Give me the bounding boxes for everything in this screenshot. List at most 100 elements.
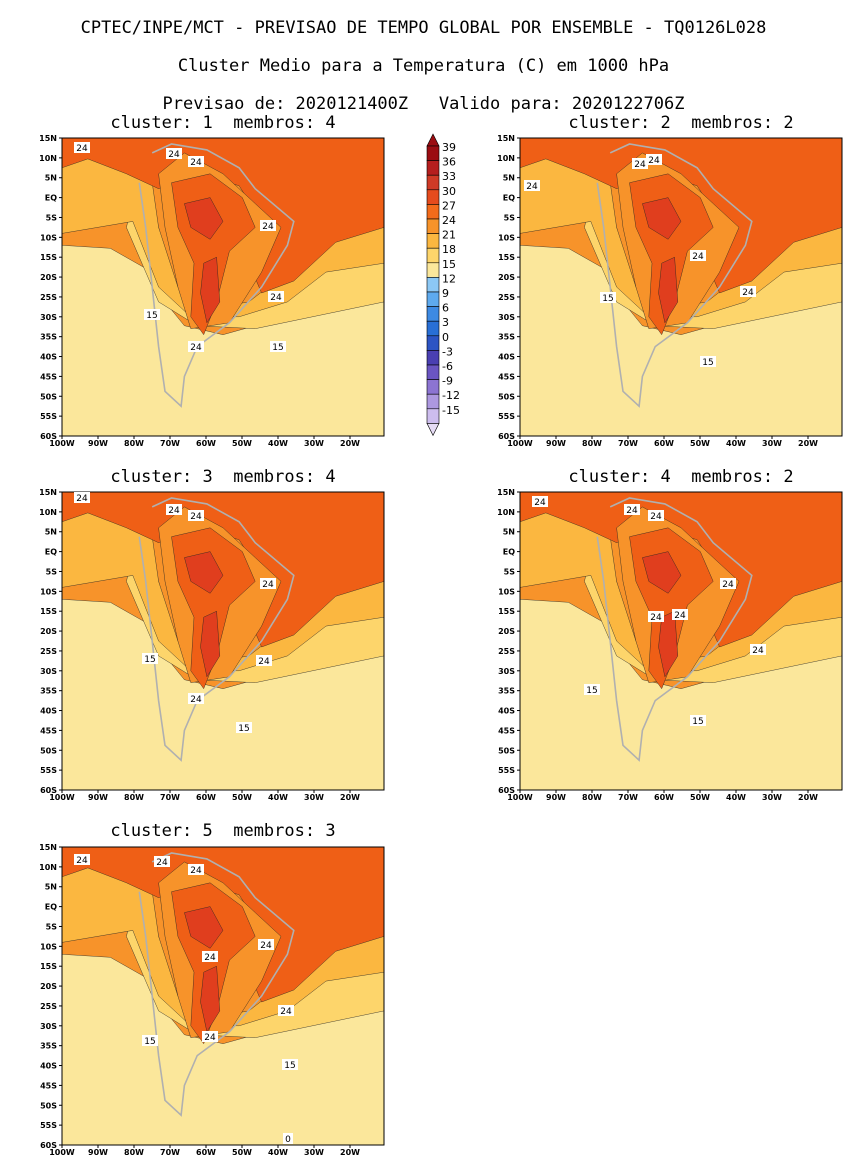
lat-label: 5N [45, 528, 57, 537]
map-frame [61, 137, 385, 437]
lat-label: 5N [503, 528, 515, 537]
contour-label-bg [144, 309, 160, 320]
lat-label: 45S [40, 1081, 57, 1090]
colorbar-swatch [426, 335, 440, 351]
lon-label: 20W [798, 793, 818, 802]
lat-label: 5N [45, 883, 57, 892]
colorbar-swatch [426, 277, 440, 293]
colorbar-label: 30 [442, 185, 456, 198]
lat-label: 15N [39, 488, 57, 497]
lon-label: 60W [196, 793, 216, 802]
lon-label: 90W [88, 439, 108, 448]
contour-label-bg [720, 578, 736, 589]
coastline [138, 143, 295, 408]
temperature-band-12 [200, 610, 221, 678]
lon-label: 20W [340, 439, 360, 448]
contour-label: 24 [634, 160, 646, 170]
contour-label: 15 [144, 655, 155, 665]
lon-label: 30W [304, 439, 324, 448]
lat-label: 10S [40, 942, 57, 951]
map-panel-3: 15N 10N 5N EQ 5S 10S 15S 20S 25S 30S 35S 40S 45S 50S 5… [39, 488, 385, 802]
lat-label: 40S [498, 353, 515, 362]
lon-label: 70W [618, 439, 638, 448]
lat-label: 60S [40, 1141, 57, 1150]
panel-title-1: cluster: 1 membros: 4 [110, 113, 336, 133]
colorbar-swatch [426, 291, 440, 307]
lon-label: 60W [196, 1148, 216, 1157]
contour-label-bg [166, 148, 182, 159]
colorbar-top-arrow [426, 133, 440, 147]
temperature-band-11 [642, 551, 682, 594]
panel-title-2: cluster: 2 membros: 2 [568, 113, 794, 133]
colorbar-swatch [426, 379, 440, 395]
lon-label: 80W [582, 793, 602, 802]
lon-label: 40W [726, 439, 746, 448]
contour-label: 24 [190, 695, 202, 705]
contour-label-bg [260, 578, 276, 589]
lat-label: 15S [498, 607, 515, 616]
lon-label: 30W [304, 793, 324, 802]
colorbar-label: -9 [442, 375, 453, 388]
colorbar-label: 33 [442, 170, 456, 183]
colorbar-swatch [426, 204, 440, 220]
colorbar-label: 3 [442, 316, 449, 329]
lat-label: 40S [498, 707, 515, 716]
lon-label: 70W [160, 1148, 180, 1157]
lat-label: 15N [39, 134, 57, 143]
panel-title-5: cluster: 5 membros: 3 [110, 821, 336, 841]
colorbar-label: 15 [442, 258, 456, 271]
lon-label: 20W [798, 439, 818, 448]
colorbar-swatch [426, 218, 440, 234]
lat-label: 15S [40, 253, 57, 262]
lon-label: 50W [232, 1148, 252, 1157]
contour-label: 24 [674, 611, 686, 621]
lat-label: 55S [498, 766, 515, 775]
lat-label: 45S [40, 372, 57, 381]
lat-label: 5S [46, 922, 58, 931]
lat-label: 5S [504, 213, 516, 222]
colorbar-swatch [426, 233, 440, 249]
lat-label: 5N [503, 174, 515, 183]
lat-label: 35S [498, 333, 515, 342]
contour-label: 15 [586, 686, 597, 696]
lon-label: 90W [546, 439, 566, 448]
map-frame [519, 491, 843, 791]
temperature-band-11 [184, 197, 224, 240]
lat-label: EQ [45, 194, 57, 203]
contour-label-bg [236, 722, 252, 733]
colorbar-label: 12 [442, 272, 456, 285]
colorbar-label: -12 [442, 389, 460, 402]
contour-label: 24 [204, 953, 216, 963]
contour-label: 24 [280, 1007, 292, 1017]
colorbar-swatch [426, 408, 440, 424]
lat-label: 35S [40, 333, 57, 342]
contour-label: 0 [285, 1135, 291, 1145]
lat-label: 20S [40, 273, 57, 282]
contour-label: 15 [146, 311, 157, 321]
lat-label: 15N [39, 843, 57, 852]
lat-label: 10S [40, 233, 57, 242]
lon-label: 90W [88, 1148, 108, 1157]
lat-label: 50S [498, 392, 515, 401]
colorbar-label: -6 [442, 360, 453, 373]
contour-label: 24 [650, 613, 662, 623]
contour-label: 15 [692, 717, 703, 727]
lon-label: 40W [268, 1148, 288, 1157]
lat-label: 30S [498, 667, 515, 676]
lon-label: 60W [196, 439, 216, 448]
lat-label: 10N [497, 154, 515, 163]
lat-label: 30S [40, 667, 57, 676]
contour-label-bg [188, 510, 204, 521]
lat-label: 35S [498, 687, 515, 696]
lon-label: 100W [507, 793, 533, 802]
header: CPTEC/INPE/MCT - PREVISAO DE TEMPO GLOBA… [0, 0, 847, 133]
contour-label: 24 [190, 343, 202, 353]
contour-label: 24 [190, 158, 202, 168]
colorbar-swatch [426, 247, 440, 264]
contour-label: 24 [262, 222, 274, 232]
lon-label: 80W [582, 439, 602, 448]
colorbar-label: 27 [442, 199, 456, 212]
temperature-band-12 [200, 256, 221, 324]
contour-label-bg [202, 1031, 218, 1042]
